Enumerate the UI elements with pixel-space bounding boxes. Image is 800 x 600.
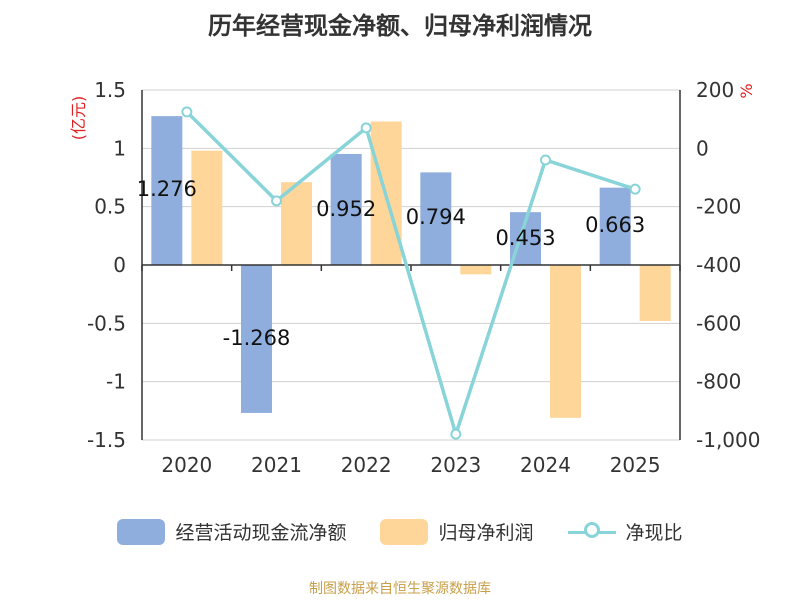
point-ratio bbox=[629, 183, 641, 195]
point-ratio bbox=[181, 106, 193, 118]
legend-item-cashflow[interactable]: 经营活动现金流净额 bbox=[117, 518, 346, 545]
left-tick-label: 1 bbox=[113, 136, 126, 160]
legend-label-profit: 归母净利润 bbox=[438, 522, 534, 544]
left-tick-label: 0 bbox=[113, 253, 126, 277]
right-tick-label: -200 bbox=[696, 195, 741, 219]
left-tick-label: -0.5 bbox=[87, 311, 126, 335]
category-label: 2025 bbox=[610, 453, 661, 477]
bar-profit bbox=[639, 265, 671, 321]
legend: 经营活动现金流净额 归母净利润 净现比 bbox=[0, 518, 800, 545]
bar-profit bbox=[191, 150, 223, 265]
data-label-cashflow: 0.453 bbox=[495, 226, 555, 250]
category-label: 2024 bbox=[520, 453, 571, 477]
legend-label-cashflow: 经营活动现金流净额 bbox=[175, 522, 347, 544]
data-label-cashflow: 0.794 bbox=[406, 205, 466, 229]
legend-label-ratio: 净现比 bbox=[625, 522, 683, 544]
right-tick-label: 0 bbox=[696, 136, 709, 160]
bar-cashflow bbox=[330, 153, 362, 265]
category-label: 2021 bbox=[251, 453, 302, 477]
bar-cashflow bbox=[151, 116, 183, 265]
data-label-cashflow: 0.663 bbox=[585, 213, 645, 237]
legend-ratio-marker bbox=[583, 521, 600, 538]
category-label: 2022 bbox=[341, 453, 392, 477]
bar-cashflow bbox=[599, 187, 631, 265]
left-axis-title: (亿元) bbox=[69, 96, 88, 141]
source-note: 制图数据来自恒生聚源数据库 bbox=[309, 581, 491, 597]
left-tick-label: 1.5 bbox=[94, 78, 126, 102]
data-label-cashflow: 1.276 bbox=[137, 177, 197, 201]
bar-cashflow bbox=[420, 172, 452, 265]
right-tick-label: -1,000 bbox=[696, 428, 760, 452]
category-label: 2023 bbox=[430, 453, 481, 477]
legend-swatch-profit bbox=[380, 518, 429, 545]
bar-profit bbox=[550, 265, 581, 418]
right-tick-label: -400 bbox=[696, 253, 741, 277]
bar-profit bbox=[460, 265, 492, 275]
bar-cashflow bbox=[241, 265, 272, 413]
category-label: 2020 bbox=[161, 453, 212, 477]
right-tick-label: -600 bbox=[696, 311, 741, 335]
right-axis-title: % bbox=[737, 83, 756, 98]
line-ratio bbox=[185, 110, 636, 436]
data-label-cashflow: 0.952 bbox=[316, 197, 376, 221]
bar-profit bbox=[281, 182, 312, 265]
legend-item-ratio[interactable]: 净现比 bbox=[567, 518, 683, 545]
left-tick-label: -1 bbox=[106, 370, 126, 394]
data-label-cashflow: -1.268 bbox=[223, 326, 291, 350]
point-ratio bbox=[271, 195, 282, 207]
right-tick-label: -800 bbox=[696, 370, 741, 394]
point-ratio bbox=[450, 428, 462, 440]
legend-item-profit[interactable]: 归母净利润 bbox=[380, 518, 534, 545]
point-ratio bbox=[540, 154, 551, 166]
left-tick-label: -1.5 bbox=[87, 428, 126, 452]
legend-swatch-ratio bbox=[567, 519, 616, 545]
left-tick-label: 0.5 bbox=[94, 195, 126, 219]
legend-swatch-cashflow bbox=[117, 518, 166, 545]
point-ratio bbox=[360, 122, 372, 134]
right-tick-label: 200 bbox=[696, 78, 734, 102]
chart-title: 历年经营现金净额、归母净利润情况 bbox=[208, 12, 592, 40]
